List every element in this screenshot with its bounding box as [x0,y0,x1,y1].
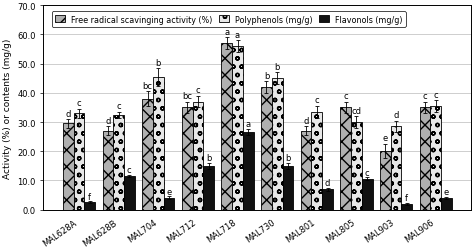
Bar [283,166,293,210]
Bar [351,122,362,210]
Text: a: a [224,28,229,37]
Bar [301,131,311,210]
Text: f: f [88,192,91,201]
Bar [84,202,95,210]
Bar [182,108,192,210]
Text: c: c [423,92,428,101]
Text: d: d [325,178,330,187]
Text: a: a [246,120,251,129]
Bar [362,179,373,210]
Bar [203,166,214,210]
Text: c: c [344,92,348,101]
Bar [164,198,174,210]
Text: bc: bc [182,92,192,101]
Legend: Free radical scavinging activity (%), Polyphenols (mg/g), Flavonols (mg/g): Free radical scavinging activity (%), Po… [52,12,406,28]
Bar [221,44,232,210]
Text: d: d [65,109,71,118]
Text: b: b [274,63,280,72]
Text: e: e [166,187,172,196]
Bar [272,79,283,210]
Bar [380,152,391,210]
Text: c: c [433,90,438,99]
Bar [142,99,153,210]
Bar [441,198,452,210]
Bar [243,133,254,210]
Text: c: c [127,165,132,174]
Text: d: d [303,116,309,126]
Text: f: f [405,193,408,202]
Text: bc: bc [143,82,153,90]
Bar [153,78,164,210]
Bar [192,102,203,210]
Bar [113,115,124,210]
Bar [401,204,412,210]
Bar [322,189,333,210]
Bar [232,47,243,210]
Text: e: e [383,134,388,143]
Text: c: c [196,86,200,95]
Bar [340,108,351,210]
Text: a: a [235,31,240,40]
Bar [311,112,322,210]
Bar [102,131,113,210]
Text: b: b [206,153,211,162]
Bar [261,88,272,210]
Text: d: d [393,111,399,120]
Text: b: b [155,58,161,67]
Bar [419,108,430,210]
Bar [430,106,441,210]
Bar [124,176,135,210]
Bar [63,124,73,210]
Text: c: c [77,99,81,108]
Text: cd: cd [351,106,362,115]
Text: c: c [116,102,121,111]
Text: b: b [264,72,269,80]
Text: e: e [444,188,449,196]
Text: c: c [365,168,369,177]
Text: c: c [314,96,319,105]
Bar [391,127,401,210]
Bar [73,114,84,210]
Text: d: d [105,116,110,126]
Y-axis label: Activity (%) or contents (mg/g): Activity (%) or contents (mg/g) [3,38,12,178]
Text: b: b [285,153,291,162]
